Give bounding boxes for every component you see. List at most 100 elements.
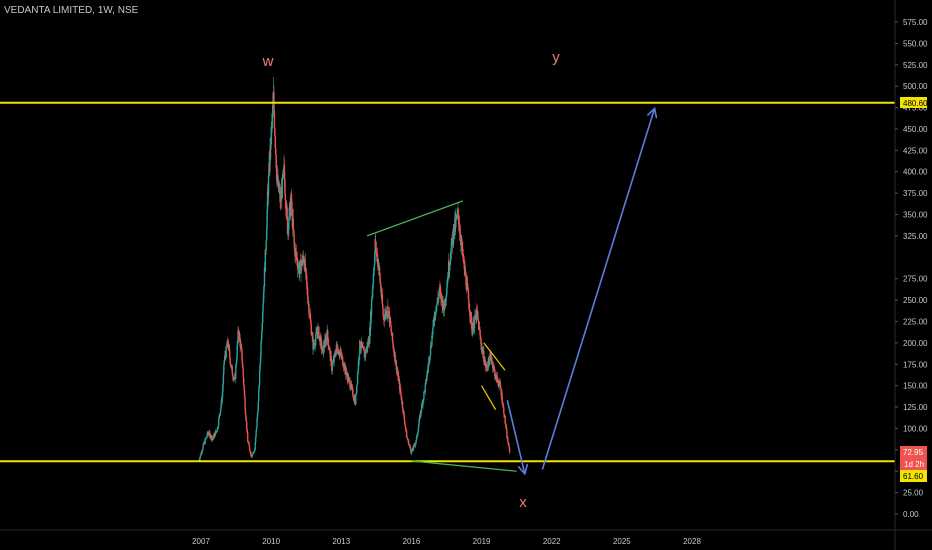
candle-body	[469, 310, 471, 316]
candle-body	[400, 392, 402, 396]
candle-body	[312, 343, 314, 350]
candle-body	[251, 453, 254, 455]
candle-body	[302, 256, 304, 259]
trendline[interactable]	[411, 460, 517, 472]
candle-body	[388, 310, 390, 312]
candle-body	[257, 410, 259, 414]
candle-body	[334, 355, 337, 357]
time-tick-label: 2007	[192, 537, 210, 546]
candle-body	[361, 341, 363, 346]
candle-body	[258, 385, 260, 390]
candle-body	[270, 127, 273, 145]
candle-body	[435, 312, 437, 316]
candle-body	[439, 287, 441, 290]
countdown-label: 1d 2h	[904, 460, 924, 469]
candle-body	[398, 381, 401, 391]
candle-body	[505, 426, 508, 431]
candle-body	[305, 268, 307, 275]
candle-body	[245, 414, 247, 420]
candle-body	[436, 302, 438, 306]
candle-body	[371, 289, 374, 298]
candle-body	[335, 350, 337, 356]
candle-body	[254, 442, 256, 450]
candle-body	[298, 270, 300, 275]
price-tick-label: 450.00	[903, 125, 928, 134]
candle-body	[349, 387, 352, 389]
candle-body	[375, 252, 378, 253]
candle-body	[503, 407, 505, 414]
candle-body	[405, 430, 408, 438]
candle-body	[297, 266, 299, 270]
candle-body	[256, 413, 259, 419]
projection-arrow-line[interactable]	[506, 400, 526, 474]
trendline[interactable]	[481, 385, 497, 410]
candle-body	[217, 425, 219, 428]
candle-body	[292, 218, 294, 229]
candle-body	[406, 436, 408, 439]
time-tick-label: 2016	[403, 537, 421, 546]
candle-body	[485, 365, 487, 368]
candle-body	[424, 382, 427, 385]
trendline[interactable]	[366, 200, 464, 237]
candle-body	[254, 449, 256, 451]
candle-body	[202, 448, 204, 451]
candle-body	[494, 374, 497, 378]
candle-body	[455, 218, 457, 228]
candle-body	[450, 247, 452, 259]
candle-body	[306, 282, 308, 287]
trendlines-layer	[366, 106, 658, 476]
candle-body	[247, 442, 249, 443]
candle-body	[508, 444, 510, 448]
candle-body	[298, 262, 301, 271]
candle-body	[416, 436, 418, 438]
candle-body	[234, 376, 236, 378]
candle-body	[385, 311, 388, 317]
candle-body	[384, 315, 386, 321]
projection-arrow-line[interactable]	[541, 108, 656, 470]
candle-body	[222, 384, 224, 392]
candle-body	[327, 337, 329, 345]
candle-body	[241, 358, 244, 365]
candle-body	[359, 340, 361, 356]
candle-body	[256, 418, 258, 427]
time-axis[interactable]: 2007 2010 2013 2016 2019 2022 2025 2028	[0, 529, 932, 546]
candle-body	[497, 380, 499, 382]
candle-body	[226, 346, 228, 348]
candle-body	[259, 356, 262, 365]
candle-body	[323, 347, 326, 349]
candle-body	[222, 373, 225, 385]
candle-body	[468, 298, 470, 308]
candle-body	[319, 337, 322, 346]
candle-body	[217, 427, 219, 429]
candle-body	[479, 335, 482, 339]
candle-body	[451, 238, 453, 240]
candle-body	[320, 337, 322, 341]
candle-body	[377, 267, 380, 270]
candle-body	[446, 282, 449, 287]
candle-body	[261, 311, 264, 323]
candle-body	[408, 444, 411, 446]
trendline[interactable]	[483, 342, 506, 371]
price-tick-label: 325.00	[903, 232, 928, 241]
candle-body	[308, 304, 310, 315]
candle-body	[382, 315, 385, 317]
candle-body	[494, 370, 496, 378]
candle-body	[287, 225, 289, 234]
candle-body	[411, 448, 414, 452]
price-labels: 480.60 72.95 1d 2h 61.60	[900, 97, 928, 482]
price-tick-label: 200.00	[903, 339, 928, 348]
candle-body	[263, 267, 266, 287]
candle-body	[247, 442, 250, 444]
candle-body	[473, 327, 475, 331]
candle-body	[431, 335, 433, 346]
candle-body	[431, 334, 434, 336]
candle-body	[262, 302, 264, 312]
candle-body	[394, 351, 396, 362]
candle-body	[468, 307, 471, 311]
candle-body	[416, 434, 419, 437]
candle-body	[202, 445, 204, 449]
candle-body	[286, 207, 288, 218]
candle-body	[218, 418, 220, 426]
candle-body	[500, 388, 502, 396]
